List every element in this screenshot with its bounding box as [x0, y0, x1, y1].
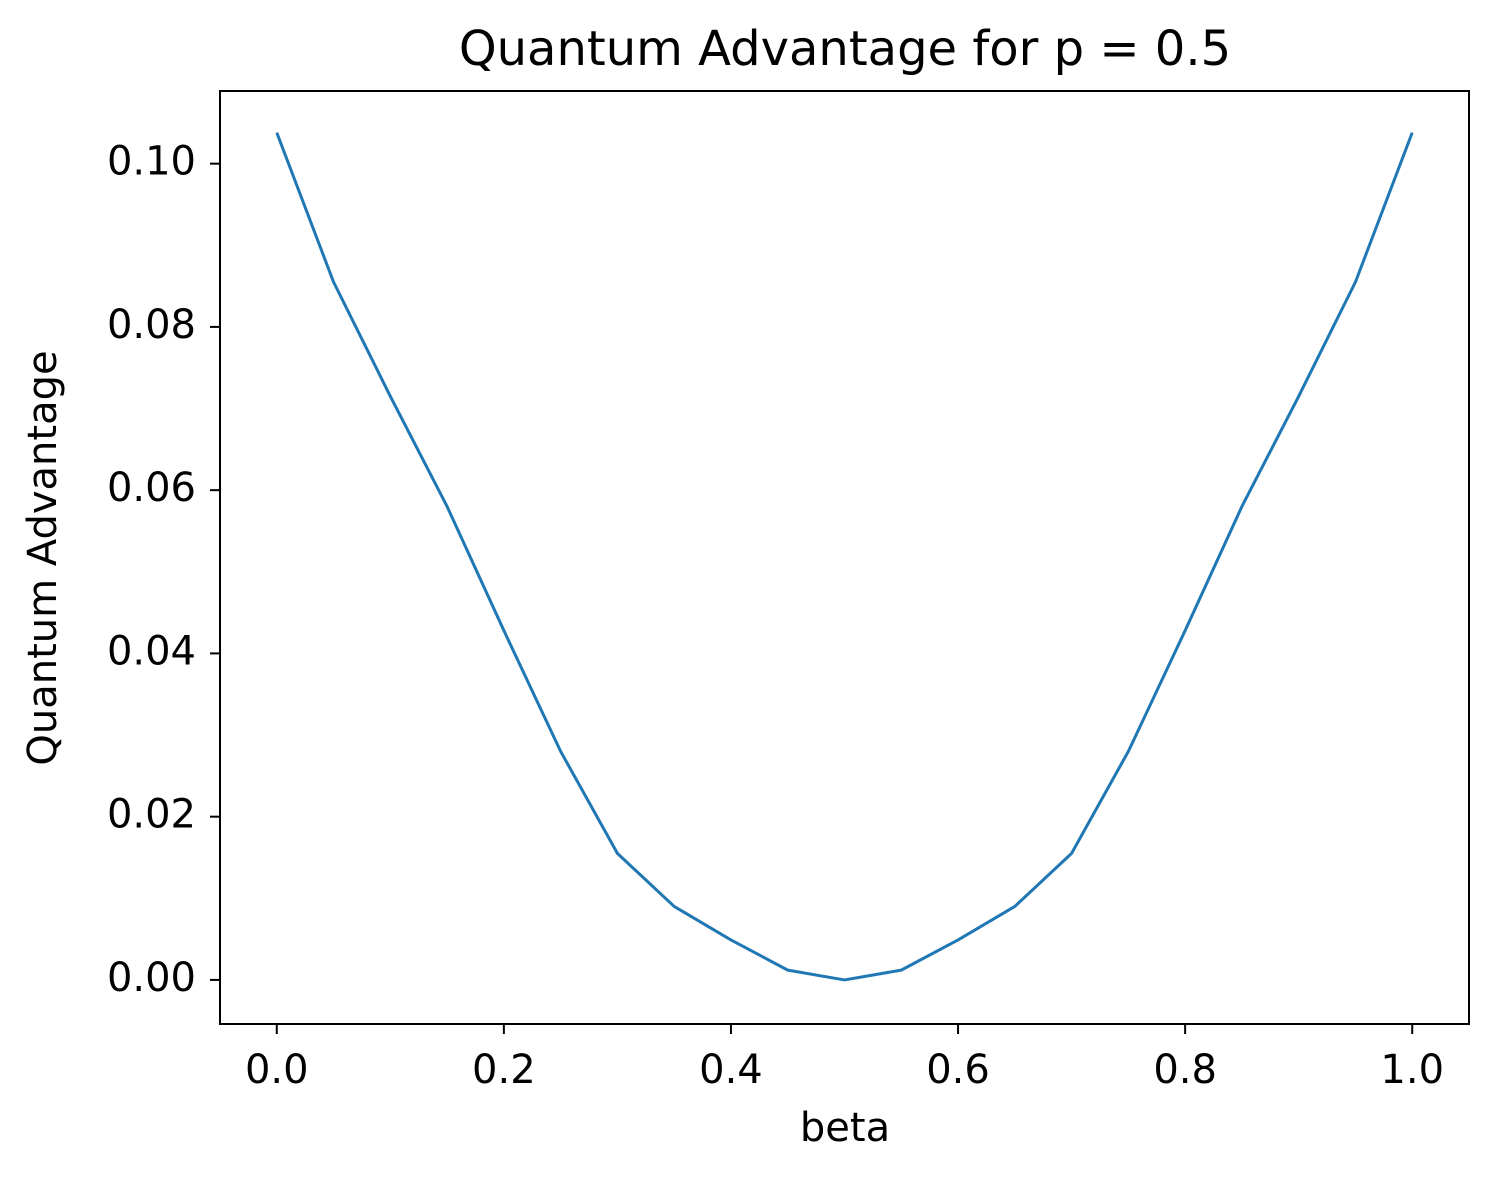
x-tick-label: 0.0 — [245, 1047, 309, 1093]
y-tick-label: 0.00 — [107, 955, 196, 1001]
x-tick-label: 0.4 — [699, 1047, 763, 1093]
x-tick-label: 0.8 — [1153, 1047, 1217, 1093]
x-axis-label: beta — [800, 1105, 890, 1151]
y-tick-label: 0.04 — [107, 628, 196, 674]
data-line — [275, 132, 1414, 982]
plot-frame — [219, 90, 1470, 1025]
y-tick-label: 0.06 — [107, 465, 196, 511]
x-tick-label: 0.6 — [926, 1047, 990, 1093]
y-axis-label: Quantum Advantage — [20, 350, 66, 765]
x-tick-label: 0.2 — [472, 1047, 536, 1093]
x-tick-label: 1.0 — [1380, 1047, 1444, 1093]
y-tick-label: 0.08 — [107, 302, 196, 348]
y-tick-label: 0.02 — [107, 792, 196, 838]
chart-title: Quantum Advantage for p = 0.5 — [459, 21, 1231, 77]
y-tick-label: 0.10 — [107, 139, 196, 185]
